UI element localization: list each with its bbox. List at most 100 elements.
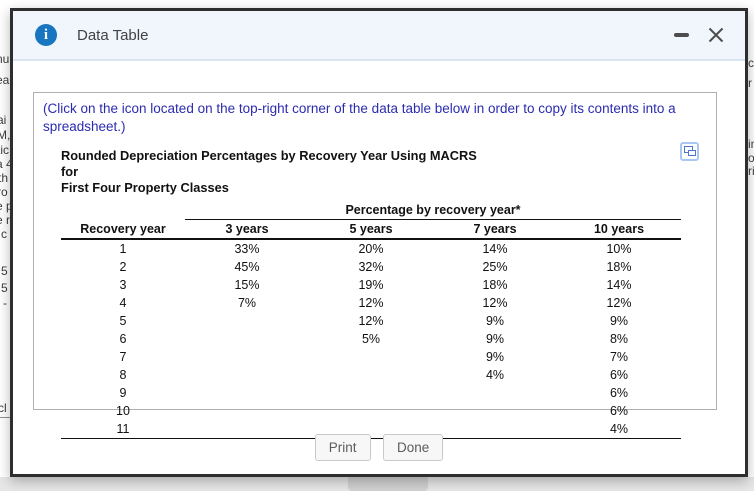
cell: 14% — [606, 278, 632, 292]
cell: 6% — [609, 368, 629, 382]
cell — [309, 402, 433, 420]
bg-text-fragment: ea — [0, 73, 10, 87]
cell: 12% — [482, 296, 508, 310]
group-header-spacer — [61, 201, 185, 220]
minimize-icon[interactable] — [674, 33, 689, 37]
bg-text-fragment: ro — [0, 185, 8, 199]
group-header-label: Percentage by recovery year* — [185, 201, 681, 220]
bg-text-fragment: cc — [748, 56, 754, 70]
cell: 32% — [358, 260, 384, 274]
bg-horizontal-rule — [0, 417, 10, 418]
cell: 10% — [606, 242, 632, 256]
cell: 12% — [358, 314, 384, 328]
cell: 8% — [609, 332, 629, 346]
bg-text-fragment: r — [748, 76, 752, 90]
cell: 5% — [361, 332, 381, 346]
column-header: 10 years — [557, 219, 681, 240]
table-row: 9 6% — [61, 384, 681, 402]
cell: 9% — [485, 314, 505, 328]
bg-text-fragment: nu — [0, 52, 10, 66]
cell — [433, 402, 557, 420]
copy-instruction-text: (Click on the icon located on the top-ri… — [43, 101, 676, 134]
cell: 20% — [358, 242, 384, 256]
bg-text-fragment: a 4 — [0, 157, 13, 171]
table-title: Rounded Depreciation Percentages by Reco… — [61, 148, 491, 196]
close-icon[interactable] — [705, 24, 727, 46]
copy-to-spreadsheet-icon[interactable] — [680, 142, 699, 161]
group-header-row: Percentage by recovery year* — [61, 201, 681, 220]
cell — [185, 402, 309, 420]
dialog-footer: Print Done — [13, 434, 745, 461]
cell — [185, 312, 309, 330]
cell: 7% — [609, 350, 629, 364]
cell — [433, 420, 557, 439]
bg-text-fragment: tic — [0, 143, 9, 157]
data-table-dialog: i Data Table (Click on the icon located … — [10, 8, 748, 477]
table-title-line1: Rounded Depreciation Percentages by Reco… — [61, 148, 477, 179]
info-icon: i — [35, 24, 57, 46]
bg-text-fragment: 5 — [1, 281, 8, 295]
cell — [185, 348, 309, 366]
table-row: 1 33% 20% 14% 10% — [61, 239, 681, 258]
print-button[interactable]: Print — [314, 434, 371, 461]
table-row: 3 15% 19% 18% 14% — [61, 276, 681, 294]
cell: 15% — [234, 278, 260, 292]
cell: 9% — [485, 350, 505, 364]
done-button[interactable]: Done — [382, 434, 444, 461]
bg-text-fragment: 5 — [1, 264, 8, 278]
cell: 12% — [358, 296, 384, 310]
table-row: 7 9% 7% — [61, 348, 681, 366]
cell-year: 5 — [119, 314, 127, 328]
cell — [185, 330, 309, 348]
table-content-box: (Click on the icon located on the top-ri… — [33, 92, 717, 439]
bg-text-fragment: ri — [748, 164, 754, 178]
column-header: 5 years — [309, 219, 433, 240]
cell: 25% — [482, 260, 508, 274]
bg-text-fragment: e r — [0, 213, 11, 227]
table-row: 8 4% 6% — [61, 366, 681, 384]
bg-text-fragment: in — [748, 137, 754, 151]
cell: 7% — [237, 296, 257, 310]
cell: 19% — [358, 278, 384, 292]
cell — [309, 384, 433, 402]
column-header: 3 years — [185, 219, 309, 240]
cell: 45% — [234, 260, 260, 274]
cell — [433, 384, 557, 402]
cell: 33% — [234, 242, 260, 256]
cell — [309, 366, 433, 384]
bg-text-fragment: cl — [0, 401, 7, 415]
copy-icon-front-rect — [688, 150, 696, 156]
bg-text-fragment: e p — [0, 199, 13, 213]
cell-year: 10 — [116, 404, 130, 418]
column-header: 7 years — [433, 219, 557, 240]
column-header-row: Recovery year 3 years 5 years 7 years 10… — [61, 219, 681, 240]
cell-year: 8 — [119, 368, 127, 382]
cell: 18% — [606, 260, 632, 274]
table-row: 6 5% 9% 8% — [61, 330, 681, 348]
cell: 9% — [485, 332, 505, 346]
cell: 6% — [609, 404, 629, 418]
cell — [185, 384, 309, 402]
cell-year: 11 — [61, 420, 185, 439]
bg-text-fragment: c — [1, 227, 7, 241]
table-row: 2 45% 32% 25% 18% — [61, 258, 681, 276]
cell-year: 1 — [119, 242, 127, 256]
bg-text-fragment: of — [748, 151, 754, 165]
table-section: Rounded Depreciation Percentages by Reco… — [61, 148, 681, 439]
cell: 6% — [609, 386, 629, 400]
cell — [185, 420, 309, 439]
cell: 4% — [557, 420, 681, 439]
bg-text-fragment: M, — [0, 128, 11, 142]
cell: 12% — [606, 296, 632, 310]
cell-year: 7 — [119, 350, 127, 364]
depreciation-table: Percentage by recovery year* Recovery ye… — [61, 201, 681, 439]
table-row: 5 12% 9% 9% — [61, 312, 681, 330]
cell-year: 9 — [119, 386, 127, 400]
table-title-line2: First Four Property Classes — [61, 180, 229, 195]
page-background-tab — [348, 477, 428, 491]
table-row: 10 6% — [61, 402, 681, 420]
cell: 18% — [482, 278, 508, 292]
cell — [185, 366, 309, 384]
bg-text-fragment: ai — [0, 113, 7, 127]
cell-year: 4 — [119, 296, 127, 310]
